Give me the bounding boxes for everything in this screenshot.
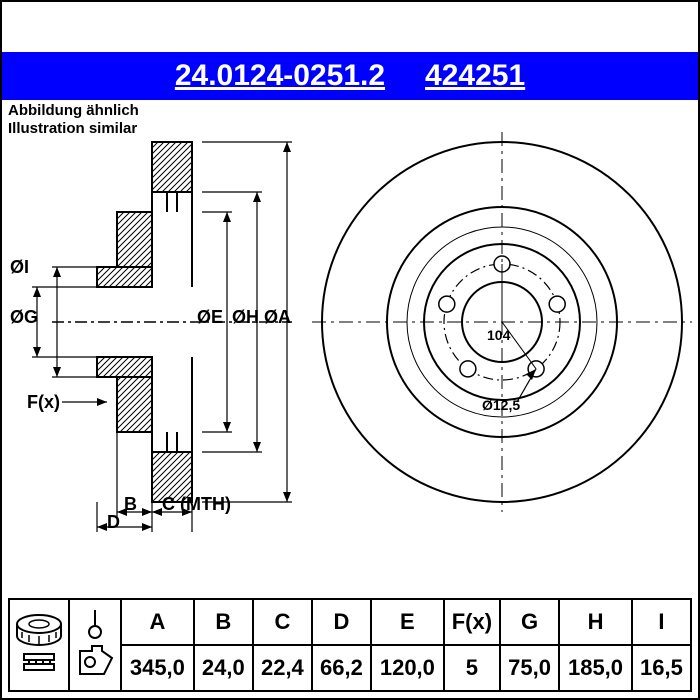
label-G: ØG bbox=[10, 307, 38, 328]
label-H: ØH bbox=[232, 307, 259, 328]
label-C: C (MTH) bbox=[162, 494, 231, 515]
col-B: B bbox=[194, 599, 253, 645]
vented-rotor-icon bbox=[14, 606, 64, 678]
bolt-icon-cell bbox=[69, 599, 121, 691]
col-C: C bbox=[253, 599, 312, 645]
col-G: G bbox=[500, 599, 559, 645]
label-A: ØA bbox=[264, 307, 291, 328]
rotor-icon-cell bbox=[9, 599, 69, 691]
page-frame: 24.0124-0251.2 424251 Abbildung ähnlich … bbox=[0, 0, 700, 700]
front-view-drawing bbox=[312, 112, 692, 532]
part-number: 24.0124-0251.2 bbox=[175, 59, 385, 93]
label-hole-dia: Ø12,5 bbox=[482, 397, 520, 413]
label-I: ØI bbox=[10, 257, 29, 278]
col-I: I bbox=[632, 599, 691, 645]
diagram-area: ØI ØG ØE ØH ØA F(x) B D C (MTH) bbox=[2, 102, 698, 532]
val-H: 185,0 bbox=[559, 645, 632, 691]
col-D: D bbox=[312, 599, 371, 645]
val-E: 120,0 bbox=[371, 645, 444, 691]
header-bar: 24.0124-0251.2 424251 bbox=[2, 52, 698, 100]
dimension-table: A B C D E F(x) G H I 345,0 24,0 22,4 66,… bbox=[8, 598, 692, 692]
table-header-row: A B C D E F(x) G H I bbox=[9, 599, 691, 645]
val-I: 16,5 bbox=[632, 645, 691, 691]
val-D: 66,2 bbox=[312, 645, 371, 691]
col-F: F(x) bbox=[444, 599, 500, 645]
val-B: 24,0 bbox=[194, 645, 253, 691]
val-F: 5 bbox=[444, 645, 500, 691]
label-B: B bbox=[124, 494, 137, 515]
label-D: D bbox=[107, 512, 120, 533]
label-F: F(x) bbox=[27, 392, 60, 413]
col-A: A bbox=[121, 599, 194, 645]
val-G: 75,0 bbox=[500, 645, 559, 691]
col-E: E bbox=[371, 599, 444, 645]
col-H: H bbox=[559, 599, 632, 645]
bolt-icon bbox=[74, 606, 116, 678]
val-A: 345,0 bbox=[121, 645, 194, 691]
alt-number: 424251 bbox=[425, 59, 525, 93]
val-C: 22,4 bbox=[253, 645, 312, 691]
label-pcd: 104 bbox=[487, 327, 510, 343]
label-E: ØE bbox=[197, 307, 223, 328]
